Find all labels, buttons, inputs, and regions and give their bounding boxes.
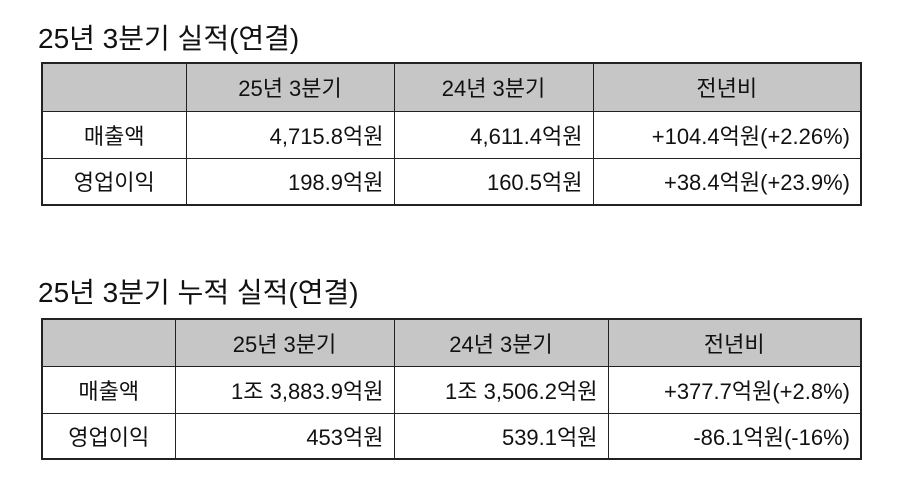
header-current: 25년 3분기 <box>174 318 395 367</box>
row-label: 영업이익 <box>41 412 176 460</box>
cumulative-results-table: 25년 3분기 24년 3분기 전년비 매출액 1조 3,883.9억원 1조 … <box>41 318 862 460</box>
current-value: 453억원 <box>174 412 395 460</box>
header-previous: 24년 3분기 <box>393 62 594 112</box>
row-label: 매출액 <box>41 365 176 414</box>
yoy-value: -86.1억원(-16%) <box>607 412 862 460</box>
previous-value: 1조 3,506.2억원 <box>393 365 609 414</box>
table-1-title: 25년 3분기 실적(연결) <box>38 23 300 54</box>
row-label: 매출액 <box>41 110 187 159</box>
header-current: 25년 3분기 <box>185 62 395 112</box>
header-empty <box>41 62 187 112</box>
table-2-title: 25년 3분기 누적 실적(연결) <box>38 277 359 308</box>
previous-value: 160.5억원 <box>393 157 594 206</box>
header-empty <box>41 318 176 367</box>
yoy-value: +38.4억원(+23.9%) <box>592 157 862 206</box>
header-yoy: 전년비 <box>592 62 862 112</box>
yoy-value: +377.7억원(+2.8%) <box>607 365 862 414</box>
current-value: 198.9억원 <box>185 157 395 206</box>
header-row: 25년 3분기 24년 3분기 전년비 <box>41 62 862 112</box>
header-row: 25년 3분기 24년 3분기 전년비 <box>41 318 862 367</box>
table-row: 매출액 1조 3,883.9억원 1조 3,506.2억원 +377.7억원(+… <box>41 365 862 414</box>
previous-value: 4,611.4억원 <box>393 110 594 159</box>
current-value: 4,715.8억원 <box>185 110 395 159</box>
previous-value: 539.1억원 <box>393 412 609 460</box>
table-row: 영업이익 198.9억원 160.5억원 +38.4억원(+23.9%) <box>41 157 862 206</box>
row-label: 영업이익 <box>41 157 187 206</box>
quarterly-results-table: 25년 3분기 24년 3분기 전년비 매출액 4,715.8억원 4,611.… <box>41 62 862 206</box>
table-row: 영업이익 453억원 539.1억원 -86.1억원(-16%) <box>41 412 862 460</box>
header-previous: 24년 3분기 <box>393 318 609 367</box>
table-row: 매출액 4,715.8억원 4,611.4억원 +104.4억원(+2.26%) <box>41 110 862 159</box>
yoy-value: +104.4억원(+2.26%) <box>592 110 862 159</box>
header-yoy: 전년비 <box>607 318 862 367</box>
current-value: 1조 3,883.9억원 <box>174 365 395 414</box>
